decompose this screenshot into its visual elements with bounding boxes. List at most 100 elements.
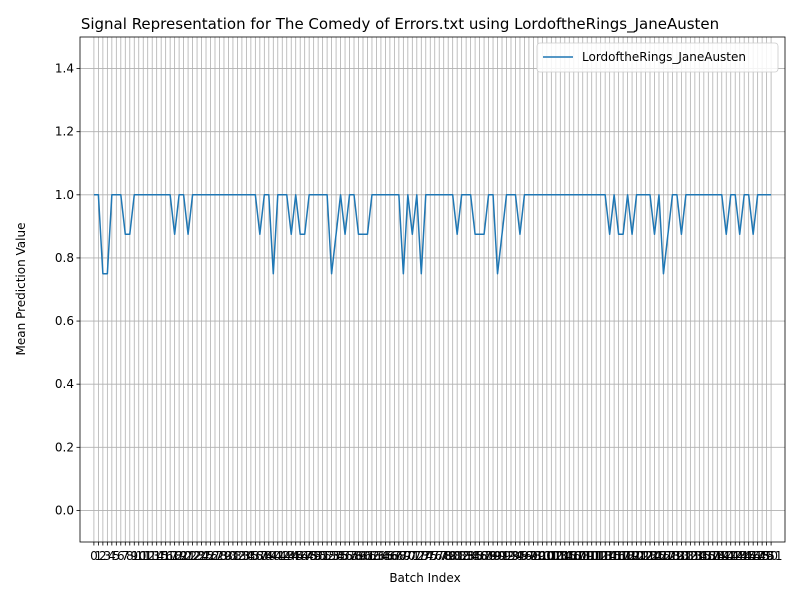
x-tick-label: 102 — [540, 549, 563, 563]
x-tick-label: 5 — [113, 549, 121, 563]
x-tick-label: 77 — [432, 549, 447, 563]
x-tick-label: 139 — [706, 549, 729, 563]
x-tick-label: 129 — [661, 549, 684, 563]
x-tick-label: 72 — [409, 549, 424, 563]
x-tick-label: 52 — [319, 549, 334, 563]
x-tick-label: 57 — [342, 549, 357, 563]
x-tick-label: 128 — [656, 549, 679, 563]
x-tick-label: 123 — [634, 549, 657, 563]
x-tick-label: 7 — [121, 549, 129, 563]
x-tick-label: 55 — [333, 549, 348, 563]
series-layer — [93, 194, 772, 275]
x-tick-label: 44 — [284, 549, 299, 563]
x-tick-label: 146 — [737, 549, 760, 563]
x-tick-label: 60 — [355, 549, 370, 563]
y-tick-label: 1.2 — [55, 125, 74, 139]
plot-area-frame — [79, 36, 786, 543]
x-tick-label: 70 — [400, 549, 415, 563]
x-tick-label: 141 — [715, 549, 738, 563]
y-axis-ticks: 0.0 0.2 0.4 0.6 0.8 1.0 1.2 1.4 — [55, 62, 80, 517]
x-tick-label: 27 — [207, 549, 222, 563]
x-tick-label: 33 — [234, 549, 249, 563]
x-tick-label: 68 — [391, 549, 406, 563]
x-tick-label: 64 — [373, 549, 388, 563]
x-tick-label: 151 — [760, 549, 783, 563]
x-tick-label: 67 — [387, 549, 402, 563]
x-tick-label: 75 — [423, 549, 438, 563]
x-tick-label: 93 — [503, 549, 518, 563]
x-axis-label: Batch Index — [389, 571, 460, 585]
x-tick-label: 65 — [378, 549, 393, 563]
x-tick-label: 142 — [719, 549, 742, 563]
x-tick-label: 30 — [221, 549, 236, 563]
x-tick-label: 74 — [418, 549, 433, 563]
y-tick-label: 1.4 — [55, 62, 74, 76]
x-tick-label: 113 — [589, 549, 612, 563]
x-tick-label: 4 — [108, 549, 116, 563]
x-tick-label: 95 — [512, 549, 527, 563]
x-tick-label: 14 — [149, 549, 164, 563]
x-tick-label: 15 — [154, 549, 169, 563]
x-tick-label: 69 — [396, 549, 411, 563]
x-tick-label: 18 — [167, 549, 182, 563]
x-tick-label: 133 — [679, 549, 702, 563]
x-tick-label: 81 — [450, 549, 465, 563]
x-tick-label: 83 — [458, 549, 473, 563]
x-tick-label: 110 — [576, 549, 599, 563]
x-tick-label: 37 — [252, 549, 267, 563]
x-tick-label: 150 — [755, 549, 778, 563]
x-tick-label: 120 — [621, 549, 644, 563]
x-tick-label: 29 — [216, 549, 231, 563]
x-tick-label: 39 — [261, 549, 276, 563]
x-tick-label: 92 — [499, 549, 514, 563]
x-tick-label: 144 — [728, 549, 751, 563]
x-gridlines — [93, 37, 772, 542]
x-tick-label: 53 — [324, 549, 339, 563]
x-tick-label: 73 — [414, 549, 429, 563]
x-tick-label: 137 — [697, 549, 720, 563]
x-tick-label: 136 — [692, 549, 715, 563]
x-tick-label: 6 — [117, 549, 125, 563]
x-tick-label: 34 — [239, 549, 254, 563]
x-tick-label: 56 — [337, 549, 352, 563]
x-tick-label: 104 — [549, 549, 572, 563]
x-tick-label: 121 — [625, 549, 648, 563]
x-tick-label: 10 — [131, 549, 146, 563]
x-tick-label: 79 — [441, 549, 456, 563]
x-tick-label: 140 — [710, 549, 733, 563]
x-tick-label: 20 — [176, 549, 191, 563]
x-tick-label: 50 — [310, 549, 325, 563]
x-tick-label: 109 — [571, 549, 594, 563]
x-tick-label: 125 — [643, 549, 666, 563]
x-tick-label: 94 — [508, 549, 523, 563]
x-tick-label: 87 — [476, 549, 491, 563]
x-tick-label: 130 — [665, 549, 688, 563]
x-tick-label: 106 — [558, 549, 581, 563]
x-tick-label: 3 — [104, 549, 112, 563]
x-tick-label: 90 — [490, 549, 505, 563]
x-tick-label: 91 — [494, 549, 509, 563]
x-tick-label: 47 — [297, 549, 312, 563]
x-tick-label: 112 — [585, 549, 608, 563]
x-tick-label: 35 — [243, 549, 258, 563]
x-tick-label: 12 — [140, 549, 155, 563]
x-tick-label: 131 — [670, 549, 693, 563]
x-tick-label: 23 — [189, 549, 204, 563]
x-tick-label: 148 — [746, 549, 769, 563]
x-tick-label: 149 — [751, 549, 774, 563]
x-tick-label: 126 — [648, 549, 671, 563]
x-tick-label: 116 — [603, 549, 626, 563]
x-tick-label: 2 — [99, 549, 107, 563]
x-tick-label: 42 — [275, 549, 290, 563]
y-tick-label: 0.6 — [55, 314, 74, 328]
x-tick-label: 61 — [360, 549, 375, 563]
y-tick-label: 0.0 — [55, 503, 74, 517]
x-tick-label: 28 — [212, 549, 227, 563]
x-tick-label: 49 — [306, 549, 321, 563]
x-tick-label: 46 — [293, 549, 308, 563]
x-tick-label: 100 — [531, 549, 554, 563]
x-tick-label: 31 — [225, 549, 240, 563]
x-tick-label: 103 — [544, 549, 567, 563]
x-tick-label: 111 — [580, 549, 603, 563]
x-tick-label: 40 — [266, 549, 281, 563]
